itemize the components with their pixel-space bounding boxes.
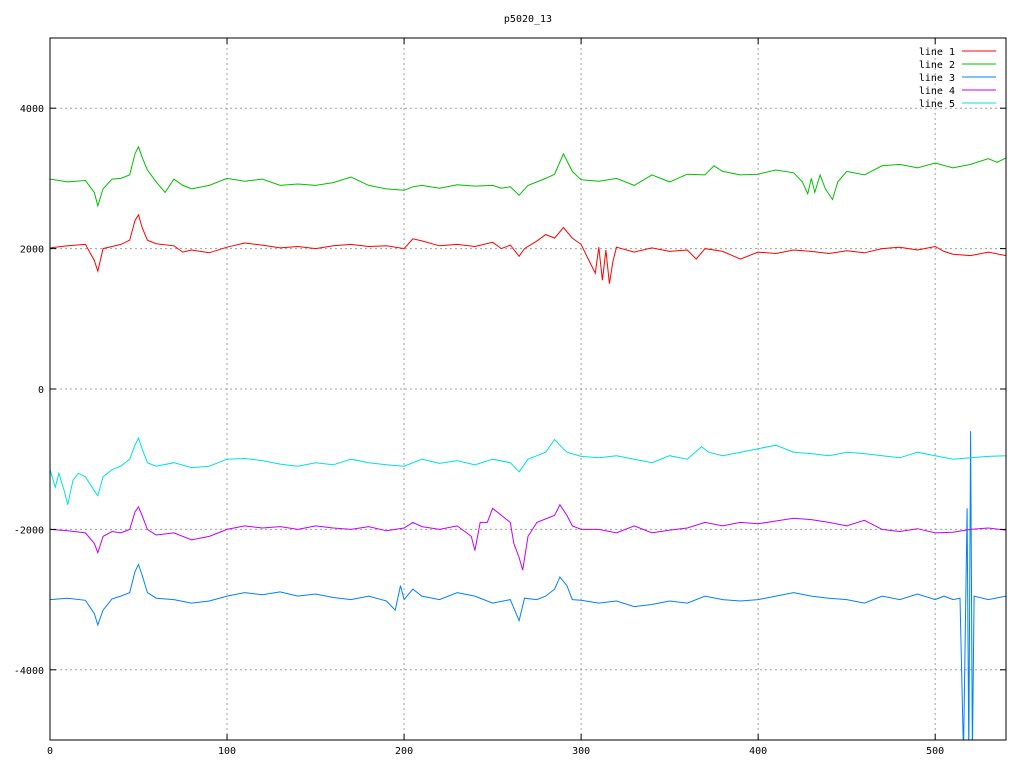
y-tick-label: 4000 [20, 104, 44, 115]
x-tick-label: 400 [749, 746, 767, 757]
x-tick-label: 500 [926, 746, 944, 757]
y-tick-label: -4000 [14, 666, 44, 677]
plot-frame [49, 37, 1007, 741]
series-line-3 [50, 431, 1006, 740]
legend-label-3: line 3 [919, 73, 955, 84]
y-tick-label: -2000 [14, 525, 44, 536]
legend-label-1: line 1 [919, 47, 955, 58]
series-line-1 [50, 213, 1006, 284]
axis-ticks: 0 100 200 300 400 500 -4000 -2000 0 2000 4000 [14, 38, 1006, 757]
legend-label-4: line 4 [919, 86, 955, 97]
legend-label-2: line 2 [919, 60, 955, 71]
x-tick-label: 100 [218, 746, 236, 757]
series-line-4 [50, 503, 1006, 571]
legend: line 1 line 2 line 3 line 4 line 5 [919, 47, 996, 110]
series-group [50, 145, 1006, 740]
x-tick-label: 300 [572, 746, 590, 757]
x-tick-label: 0 [47, 746, 53, 757]
chart-title: p5020_13 [504, 14, 552, 25]
y-tick-label: 2000 [20, 245, 44, 256]
x-tick-label: 200 [395, 746, 413, 757]
legend-label-5: line 5 [919, 99, 955, 110]
y-tick-label: 0 [38, 385, 44, 396]
series-line-5 [50, 436, 1006, 505]
series-line-2 [50, 145, 1006, 208]
grid [50, 38, 1006, 740]
